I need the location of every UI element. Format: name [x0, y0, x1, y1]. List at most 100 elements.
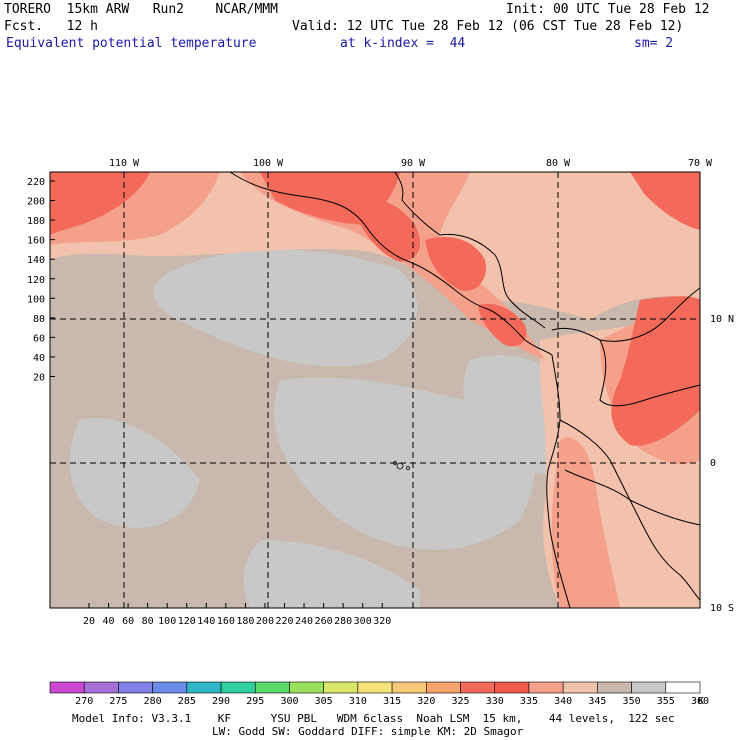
- border-andes: [559, 419, 701, 601]
- cool-region-east-ocean: [463, 355, 560, 474]
- hot-330-northeast: [630, 172, 700, 230]
- colorbar-label: 355: [657, 696, 675, 707]
- lon-label: 110 W: [109, 158, 140, 169]
- coastlines: [229, 171, 701, 609]
- x-grid-label: 280: [334, 616, 352, 627]
- x-grid-label: 80: [142, 616, 154, 627]
- lon-label: 70 W: [688, 158, 713, 169]
- y-grid-label: 100: [27, 294, 45, 305]
- border-peru: [564, 469, 701, 526]
- colorbar-swatch: [665, 681, 701, 694]
- y-grid-label: 220: [27, 177, 45, 188]
- colorbar-swatch: [220, 681, 256, 694]
- colorbar-label: 310: [349, 696, 367, 707]
- cool-region-southwest: [243, 540, 420, 608]
- coastline-mexico-central-america: [229, 171, 553, 356]
- header-forecast-hour: Fcst. 12 h: [4, 19, 98, 34]
- y-grid-label: 160: [27, 236, 45, 247]
- hot-330-northwest: [50, 172, 150, 235]
- colorbar: [49, 681, 701, 694]
- x-grid-label: 200: [256, 616, 274, 627]
- colorbar-label: 315: [383, 696, 401, 707]
- y-grid-label: 140: [27, 255, 45, 266]
- border-colombia: [599, 339, 701, 407]
- lon-label: 100 W: [253, 158, 284, 169]
- warm-345-andes: [551, 437, 620, 608]
- colorbar-swatch: [118, 681, 153, 694]
- colorbar-label: 285: [178, 696, 196, 707]
- colorbar-label: 295: [246, 696, 264, 707]
- colorbar-swatch: [460, 681, 496, 694]
- colorbar-label: 325: [451, 696, 469, 707]
- hot-330-guatemala: [355, 198, 420, 262]
- x-grid-label: 100: [158, 616, 176, 627]
- colorbar-label: 335: [520, 696, 538, 707]
- warm-345-coast: [240, 172, 545, 360]
- colorbar-swatch: [49, 681, 85, 694]
- colorbar-labels: 270 275 280 285 290 295 300 305 310 315 320 325 330 3…: [75, 696, 709, 707]
- y-grid-label: 40: [33, 353, 45, 364]
- x-grid-label: 240: [295, 616, 313, 627]
- x-grid-label: 220: [275, 616, 293, 627]
- lat-label: 10 N: [710, 314, 734, 325]
- x-grid-label: 140: [197, 616, 215, 627]
- colorbar-swatch: [254, 681, 290, 694]
- header-valid-time: Valid: 12 UTC Tue 28 Feb 12 (06 CST Tue …: [292, 19, 684, 34]
- footer-physics-info: LW: Godd SW: Goddard DIFF: simple KM: 2D…: [212, 725, 524, 738]
- colorbar-label: 280: [144, 696, 162, 707]
- colorbar-label: 290: [212, 696, 230, 707]
- lat-label: 10 S: [710, 603, 734, 614]
- axis-ticks: [50, 180, 383, 608]
- colorbar-swatch: [83, 681, 119, 694]
- lon-label: 90 W: [401, 158, 426, 169]
- x-grid-label: 120: [178, 616, 196, 627]
- header-init-time: Init: 00 UTC Tue 28 Feb 12: [506, 2, 710, 17]
- coastline-south-america: [546, 287, 701, 609]
- colorbar-swatch: [562, 681, 598, 694]
- colorbar-label: 360: [691, 696, 709, 707]
- y-grid-label: 120: [27, 275, 45, 286]
- field-level: at k-index = 44: [340, 36, 466, 51]
- colorbar-label: 270: [75, 696, 93, 707]
- colorbar-label: 305: [315, 696, 333, 707]
- lat-label: 0: [710, 458, 716, 469]
- colorbar-label: 275: [109, 696, 127, 707]
- colorbar-swatch: [528, 681, 564, 694]
- colorbar-unit: K: [698, 696, 704, 707]
- colorbar-label: 300: [280, 696, 298, 707]
- y-grid-label: 80: [33, 314, 45, 325]
- hot-330-colombia: [611, 296, 700, 446]
- hot-330-costarica: [478, 303, 527, 347]
- colorbar-label: 330: [486, 696, 504, 707]
- x-grid-label: 260: [315, 616, 333, 627]
- field-smoothing: sm= 2: [634, 36, 674, 51]
- y-grid-label: 60: [33, 333, 45, 344]
- x-grid-label: 320: [373, 616, 391, 627]
- cool-region-central: [153, 249, 418, 367]
- x-grid-label: 180: [236, 616, 254, 627]
- map-frame: [49, 171, 701, 609]
- footer-model-info: Model Info: V3.3.1 KF YSU PBL WDM 6class…: [72, 712, 675, 725]
- colorbar-swatch: [186, 681, 222, 694]
- colorbar-label: 340: [554, 696, 572, 707]
- colorbar-swatch: [357, 681, 393, 694]
- x-grid-label: 60: [122, 616, 134, 627]
- x-grid-label: 300: [354, 616, 372, 627]
- y-grid-label: 180: [27, 216, 45, 227]
- colorbar-swatch: [494, 681, 530, 694]
- colorbar-swatch: [391, 681, 427, 694]
- x-grid-labels: 20 40 60 80 100 120 140 160 180 200 220 240 260 280 30…: [83, 616, 391, 627]
- warm-band-north: [50, 172, 700, 320]
- x-grid-label: 40: [103, 616, 115, 627]
- colorbar-swatch: [426, 681, 461, 694]
- colorbar-swatch: [152, 681, 188, 694]
- x-grid-label: 20: [83, 616, 95, 627]
- coastline-caribbean: [394, 171, 546, 329]
- colorbar-label: 345: [588, 696, 606, 707]
- y-grid-label: 200: [27, 197, 45, 208]
- field-shading: [50, 172, 700, 608]
- lat-lon-grid: [50, 172, 700, 608]
- colorbar-swatch: [631, 681, 667, 694]
- y-grid-labels: 220 200 180 160 140 120 100 80 60 40 20: [27, 177, 45, 384]
